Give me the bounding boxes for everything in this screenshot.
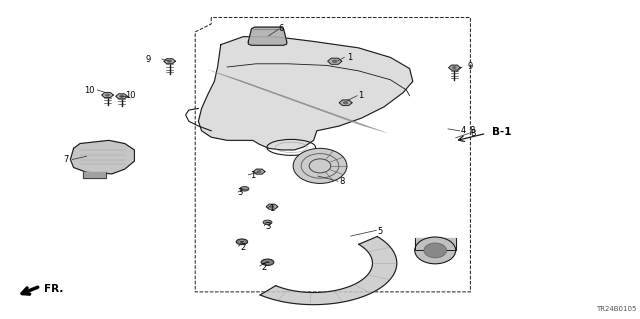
Text: 7: 7: [64, 155, 69, 164]
Text: 1: 1: [250, 171, 255, 180]
Text: FR.: FR.: [44, 284, 63, 294]
Circle shape: [257, 171, 261, 173]
Text: 3: 3: [237, 189, 242, 197]
Polygon shape: [266, 204, 278, 209]
Text: 8: 8: [339, 177, 344, 186]
Circle shape: [452, 67, 456, 69]
Text: B-1: B-1: [492, 127, 511, 137]
Polygon shape: [253, 169, 265, 174]
Text: 9: 9: [145, 55, 150, 63]
Text: 3: 3: [266, 222, 271, 231]
Ellipse shape: [424, 243, 447, 258]
Circle shape: [261, 259, 274, 265]
Polygon shape: [260, 236, 397, 305]
Polygon shape: [102, 93, 113, 98]
Circle shape: [240, 187, 249, 191]
Polygon shape: [164, 59, 175, 64]
Text: 1: 1: [269, 204, 274, 213]
Circle shape: [265, 261, 270, 263]
Polygon shape: [198, 37, 413, 150]
Polygon shape: [116, 94, 127, 99]
Polygon shape: [328, 58, 342, 64]
Text: 8: 8: [470, 130, 476, 138]
Text: 2: 2: [240, 243, 245, 252]
Circle shape: [168, 60, 172, 62]
Text: 4: 4: [461, 126, 466, 135]
Polygon shape: [248, 27, 287, 45]
Text: 6: 6: [278, 24, 284, 33]
Text: 9: 9: [467, 63, 472, 71]
Circle shape: [239, 241, 244, 243]
Text: 10: 10: [125, 91, 135, 100]
Polygon shape: [449, 65, 460, 70]
Polygon shape: [415, 238, 456, 250]
Circle shape: [263, 220, 272, 225]
Text: TR24B0105: TR24B0105: [596, 306, 637, 312]
Text: 10: 10: [84, 86, 95, 95]
Ellipse shape: [415, 237, 456, 264]
Circle shape: [120, 95, 124, 97]
Polygon shape: [83, 172, 106, 178]
Circle shape: [344, 102, 348, 104]
Circle shape: [333, 60, 337, 62]
Ellipse shape: [293, 148, 347, 183]
Circle shape: [270, 206, 274, 208]
Text: 8: 8: [469, 126, 474, 135]
Circle shape: [106, 94, 109, 96]
Circle shape: [236, 239, 248, 245]
Text: 1: 1: [358, 91, 364, 100]
Text: 5: 5: [378, 227, 383, 236]
Text: 2: 2: [261, 263, 266, 271]
Polygon shape: [339, 100, 352, 106]
Polygon shape: [70, 140, 134, 174]
Text: 1: 1: [347, 53, 352, 62]
